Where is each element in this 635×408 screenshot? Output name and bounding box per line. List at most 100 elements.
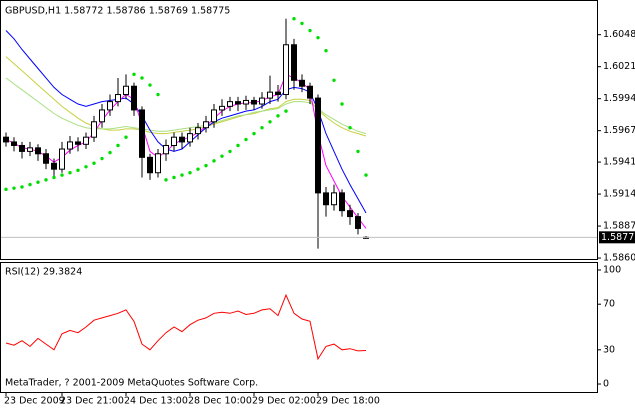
sar-dot: [308, 28, 312, 33]
current-price-box: [599, 231, 635, 244]
current-price-label: 1.58775: [601, 232, 635, 243]
sar-dot: [332, 78, 336, 83]
candle-body: [123, 85, 129, 96]
sar-dot: [92, 161, 96, 165]
y-tick-label: 30: [603, 344, 615, 355]
candle-body: [275, 91, 281, 96]
sar-dot: [84, 165, 88, 169]
candle-body: [147, 156, 153, 174]
candle-body: [235, 101, 241, 105]
y-tick-label: 1.60215: [603, 61, 635, 72]
sar-dot: [12, 186, 16, 190]
candle-body: [299, 79, 305, 87]
indicator-title: RSI(12) 29.3824: [5, 267, 82, 278]
moving-average: [5, 77, 367, 135]
candle-body: [251, 99, 257, 105]
sar-dot: [284, 109, 288, 113]
y-tick-label: 1.59140: [603, 189, 635, 200]
sar-dot: [340, 102, 344, 106]
candle-body: [83, 136, 89, 145]
candle-body: [323, 192, 329, 206]
moving-average: [5, 56, 367, 137]
sar-dot: [100, 156, 104, 161]
candle-body: [35, 147, 41, 155]
candle-body: [139, 109, 145, 158]
chart-title: GBPUSD,H1 1.58772 1.58786 1.58769 1.5877…: [5, 6, 230, 17]
sar-dot: [364, 173, 368, 177]
y-tick-label: 1.59675: [603, 125, 635, 136]
sar-dot: [252, 131, 256, 136]
x-tick-label: 29 Dec 02:00: [252, 396, 316, 407]
sar-dot: [44, 178, 48, 182]
sar-dot: [188, 171, 192, 175]
sar-dot: [348, 126, 352, 130]
x-tick-label: 23 Dec 2009: [4, 396, 65, 407]
sar-dot: [244, 137, 248, 142]
y-tick-label: 1.60485: [603, 29, 635, 40]
candle-body: [155, 153, 161, 174]
sar-dot: [156, 92, 160, 97]
candle-body: [43, 153, 49, 164]
candle-body: [171, 136, 177, 146]
candle-body: [27, 147, 33, 152]
sar-dot: [268, 120, 272, 124]
sar-dot: [204, 163, 208, 168]
candle-body: [259, 97, 265, 105]
y-tick-label: 1.58870: [603, 221, 635, 232]
candle-body: [267, 91, 273, 99]
y-tick-label: 0: [603, 379, 609, 390]
sar-dot: [164, 178, 168, 182]
sar-dot: [196, 167, 200, 171]
candle-body: [211, 109, 217, 123]
sar-dot: [260, 126, 264, 130]
candle-body: [19, 144, 25, 152]
sar-dot: [140, 76, 144, 80]
sar-dot: [228, 149, 232, 154]
sar-dot: [180, 173, 184, 177]
candle-body: [163, 144, 169, 155]
candle-body: [67, 141, 73, 150]
sar-dot: [28, 182, 32, 187]
candle-body: [99, 109, 105, 123]
sar-dot: [148, 83, 152, 87]
candle-body: [115, 94, 121, 103]
candle-body: [219, 105, 225, 111]
sar-dot: [292, 16, 296, 21]
moving-average: [5, 73, 367, 229]
y-tick-label: 1.59410: [603, 157, 635, 168]
candle-body: [227, 101, 233, 107]
sar-dot: [132, 72, 136, 77]
candle-body: [187, 133, 193, 143]
x-tick-label: 24 Dec 13:00: [124, 396, 188, 407]
sar-dot: [68, 171, 72, 175]
candle-body: [355, 216, 361, 229]
candle-body: [75, 141, 81, 145]
candle-body: [243, 99, 249, 105]
y-tick-label: 70: [603, 299, 615, 310]
sar-dot: [300, 21, 304, 26]
main-panel: [0, 0, 598, 260]
candle-body: [339, 192, 345, 212]
sar-dot: [316, 35, 320, 40]
candle-body: [131, 85, 137, 111]
sar-dot: [76, 168, 80, 173]
candle-body: [291, 44, 297, 81]
sar-dot: [108, 150, 112, 155]
candle-body: [315, 97, 321, 194]
sar-dot: [276, 114, 280, 118]
sar-dot: [172, 175, 176, 180]
candle-body: [307, 85, 313, 99]
rsi-panel: [0, 262, 598, 393]
sar-dot: [60, 173, 64, 177]
x-tick-label: 23 Dec 21:00: [60, 396, 124, 407]
indicator-line: [5, 293, 367, 361]
candle-body: [11, 141, 17, 146]
y-tick-label: 1.58600: [603, 253, 635, 264]
candle-body: [91, 121, 97, 138]
candle-body: [331, 192, 337, 206]
sar-dot: [20, 185, 24, 189]
candle-body: [347, 210, 353, 218]
sar-dot: [36, 180, 40, 184]
candle-body: [107, 101, 113, 111]
